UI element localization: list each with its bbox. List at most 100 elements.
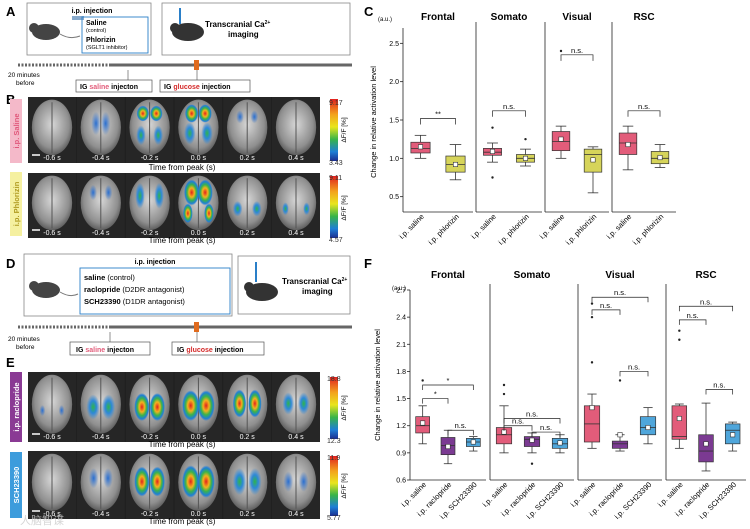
y-tick-label: 2.4 — [396, 315, 406, 322]
before-d: 20 minutes — [8, 336, 41, 343]
time-label: 0.2 s — [240, 434, 256, 441]
sig-bracket — [492, 110, 526, 117]
box-i-p-sch23390: i.p. SCH23390 — [613, 407, 657, 521]
activation-blob — [149, 466, 165, 497]
mean-marker — [703, 441, 709, 447]
sig-bracket — [503, 425, 533, 431]
subplot-title: Visual — [605, 270, 634, 281]
raclopride-image-row: -0.6 s -0.4 s -0.2 s 0.0 s 0.2 s 0.4 s — [28, 372, 320, 442]
imaging-text-d: Transcranial Ca2+ — [282, 277, 347, 286]
outlier-point — [491, 126, 494, 129]
subplot-title: Somato — [491, 12, 528, 23]
mean-marker — [417, 144, 423, 150]
imaging-text-a2: imaging — [228, 30, 259, 39]
outlier-point — [590, 361, 594, 364]
brain-tile: 0.4 s — [272, 173, 320, 238]
x-tick-label: i.p. phlorizin — [631, 212, 666, 247]
scale-min-b0: 3.43 — [329, 160, 343, 167]
activation-blob — [153, 125, 164, 146]
panel-letter-e: E — [6, 355, 15, 370]
time-label: -0.6 s — [43, 434, 61, 441]
box-iqr — [611, 440, 629, 449]
panel-e: E -0.6 s -0.4 s -0.2 s 0.0 s 0.2 s 0.4 s -0.6… — [6, 355, 348, 526]
activation-blob — [282, 392, 295, 415]
xlabel-b0: Time from peak (s) — [149, 163, 216, 172]
outlier-point — [530, 462, 534, 465]
scale-unit-e0: ΔF/F [%] — [341, 395, 348, 420]
x-tick-label: i.p. saline — [605, 212, 634, 241]
inj-line-a3: (SGLT1 inhibitor) — [86, 45, 128, 51]
activation-blob — [251, 200, 262, 217]
mouse-icon — [29, 16, 84, 40]
activation-blob — [232, 389, 247, 418]
sig-bracket — [627, 110, 661, 117]
scale-unit-b1: ΔF/F [%] — [341, 195, 348, 220]
time-label: 0.0 s — [191, 155, 207, 162]
sig-label: n.s. — [638, 102, 650, 111]
activation-blob — [298, 471, 309, 492]
sig-bracket — [447, 429, 474, 436]
box-i-p-saline: i.p. saline — [569, 302, 601, 509]
activation-blob — [303, 202, 310, 216]
brain-tile: 0.4 s — [272, 97, 320, 163]
scale-min-b1: 4.57 — [329, 237, 343, 244]
y-tick-label: 0.6 — [396, 478, 406, 485]
subplot-frontal: Frontal i.p. saline i.p. phlorizin ** — [397, 12, 473, 247]
activation-blob — [86, 394, 100, 420]
inj-line-d0: saline (control) — [84, 273, 135, 282]
time-label: -0.2 s — [141, 155, 159, 162]
brain-tile: -0.2 s — [125, 97, 174, 163]
sch-image-row: -0.6 s -0.4 s -0.2 s 0.0 s 0.2 s 0.4 s — [28, 451, 320, 519]
brain-tile: -0.2 s — [125, 372, 174, 442]
time-label: -0.4 s — [92, 434, 110, 441]
y-tick-label: 1.0 — [389, 156, 399, 163]
time-label: -0.2 s — [141, 230, 159, 237]
time-label: -0.2 s — [141, 511, 159, 518]
mean-marker — [522, 155, 528, 161]
activation-blob — [150, 105, 163, 122]
xlabel-e0: Time from peak (s) — [149, 440, 216, 449]
activation-blob — [134, 393, 150, 421]
inj-title-a: i.p. injection — [72, 8, 113, 15]
activation-blob — [103, 468, 113, 489]
time-label: 0.4 s — [288, 230, 304, 237]
ig-saline-a: IG saline injecton — [80, 84, 138, 91]
unit-f: (a.u.) — [392, 286, 406, 292]
panel-b: B -0.6 s-0.4 s-0.2 s0.0 s0.2 s0.4 s -0.6… — [6, 92, 348, 245]
brain-tile: 0.2 s — [223, 97, 272, 163]
panel-c: C (a.u.) Change in relative activation l… — [364, 4, 676, 247]
brain-tile: -0.4 s — [76, 173, 125, 238]
before-a: 20 minutes — [8, 72, 41, 79]
activation-blob — [232, 200, 243, 217]
mean-marker — [657, 155, 663, 161]
activation-blob — [201, 122, 213, 145]
activation-blob — [134, 466, 150, 497]
activation-blob — [236, 110, 244, 124]
activation-blob — [232, 468, 247, 496]
subplot-title: Frontal — [421, 12, 455, 23]
brain-tile: 0.0 s — [174, 451, 223, 519]
activation-blob — [197, 179, 213, 206]
activation-blob — [101, 394, 116, 420]
y-tick-label: 2.1 — [396, 342, 406, 349]
mean-marker — [558, 136, 564, 142]
colorbar-e1 — [330, 456, 338, 516]
brain-tile: -0.6 s — [28, 372, 76, 442]
inj-line-d2: SCH23390 (D1DR antagonist) — [84, 297, 185, 306]
y-tick-label: 1.5 — [396, 396, 406, 403]
xlabel-e1: Time from peak (s) — [149, 517, 216, 526]
activation-blob — [89, 184, 97, 201]
sig-label: n.s. — [700, 297, 712, 306]
scale-min-e0: 12.3 — [327, 438, 341, 445]
brain-tile: -0.4 s — [76, 97, 125, 163]
time-label: 0.0 s — [191, 230, 207, 237]
mean-marker — [590, 157, 596, 163]
time-label: -0.4 s — [92, 230, 110, 237]
sig-label: n.s. — [614, 288, 626, 297]
y-tick-label: 0.5 — [389, 194, 399, 201]
brain-tile: 0.0 s — [174, 173, 223, 238]
x-tick-label: i.p. saline — [481, 480, 510, 509]
ig-glucose-d: IG glucose injection — [177, 347, 244, 354]
